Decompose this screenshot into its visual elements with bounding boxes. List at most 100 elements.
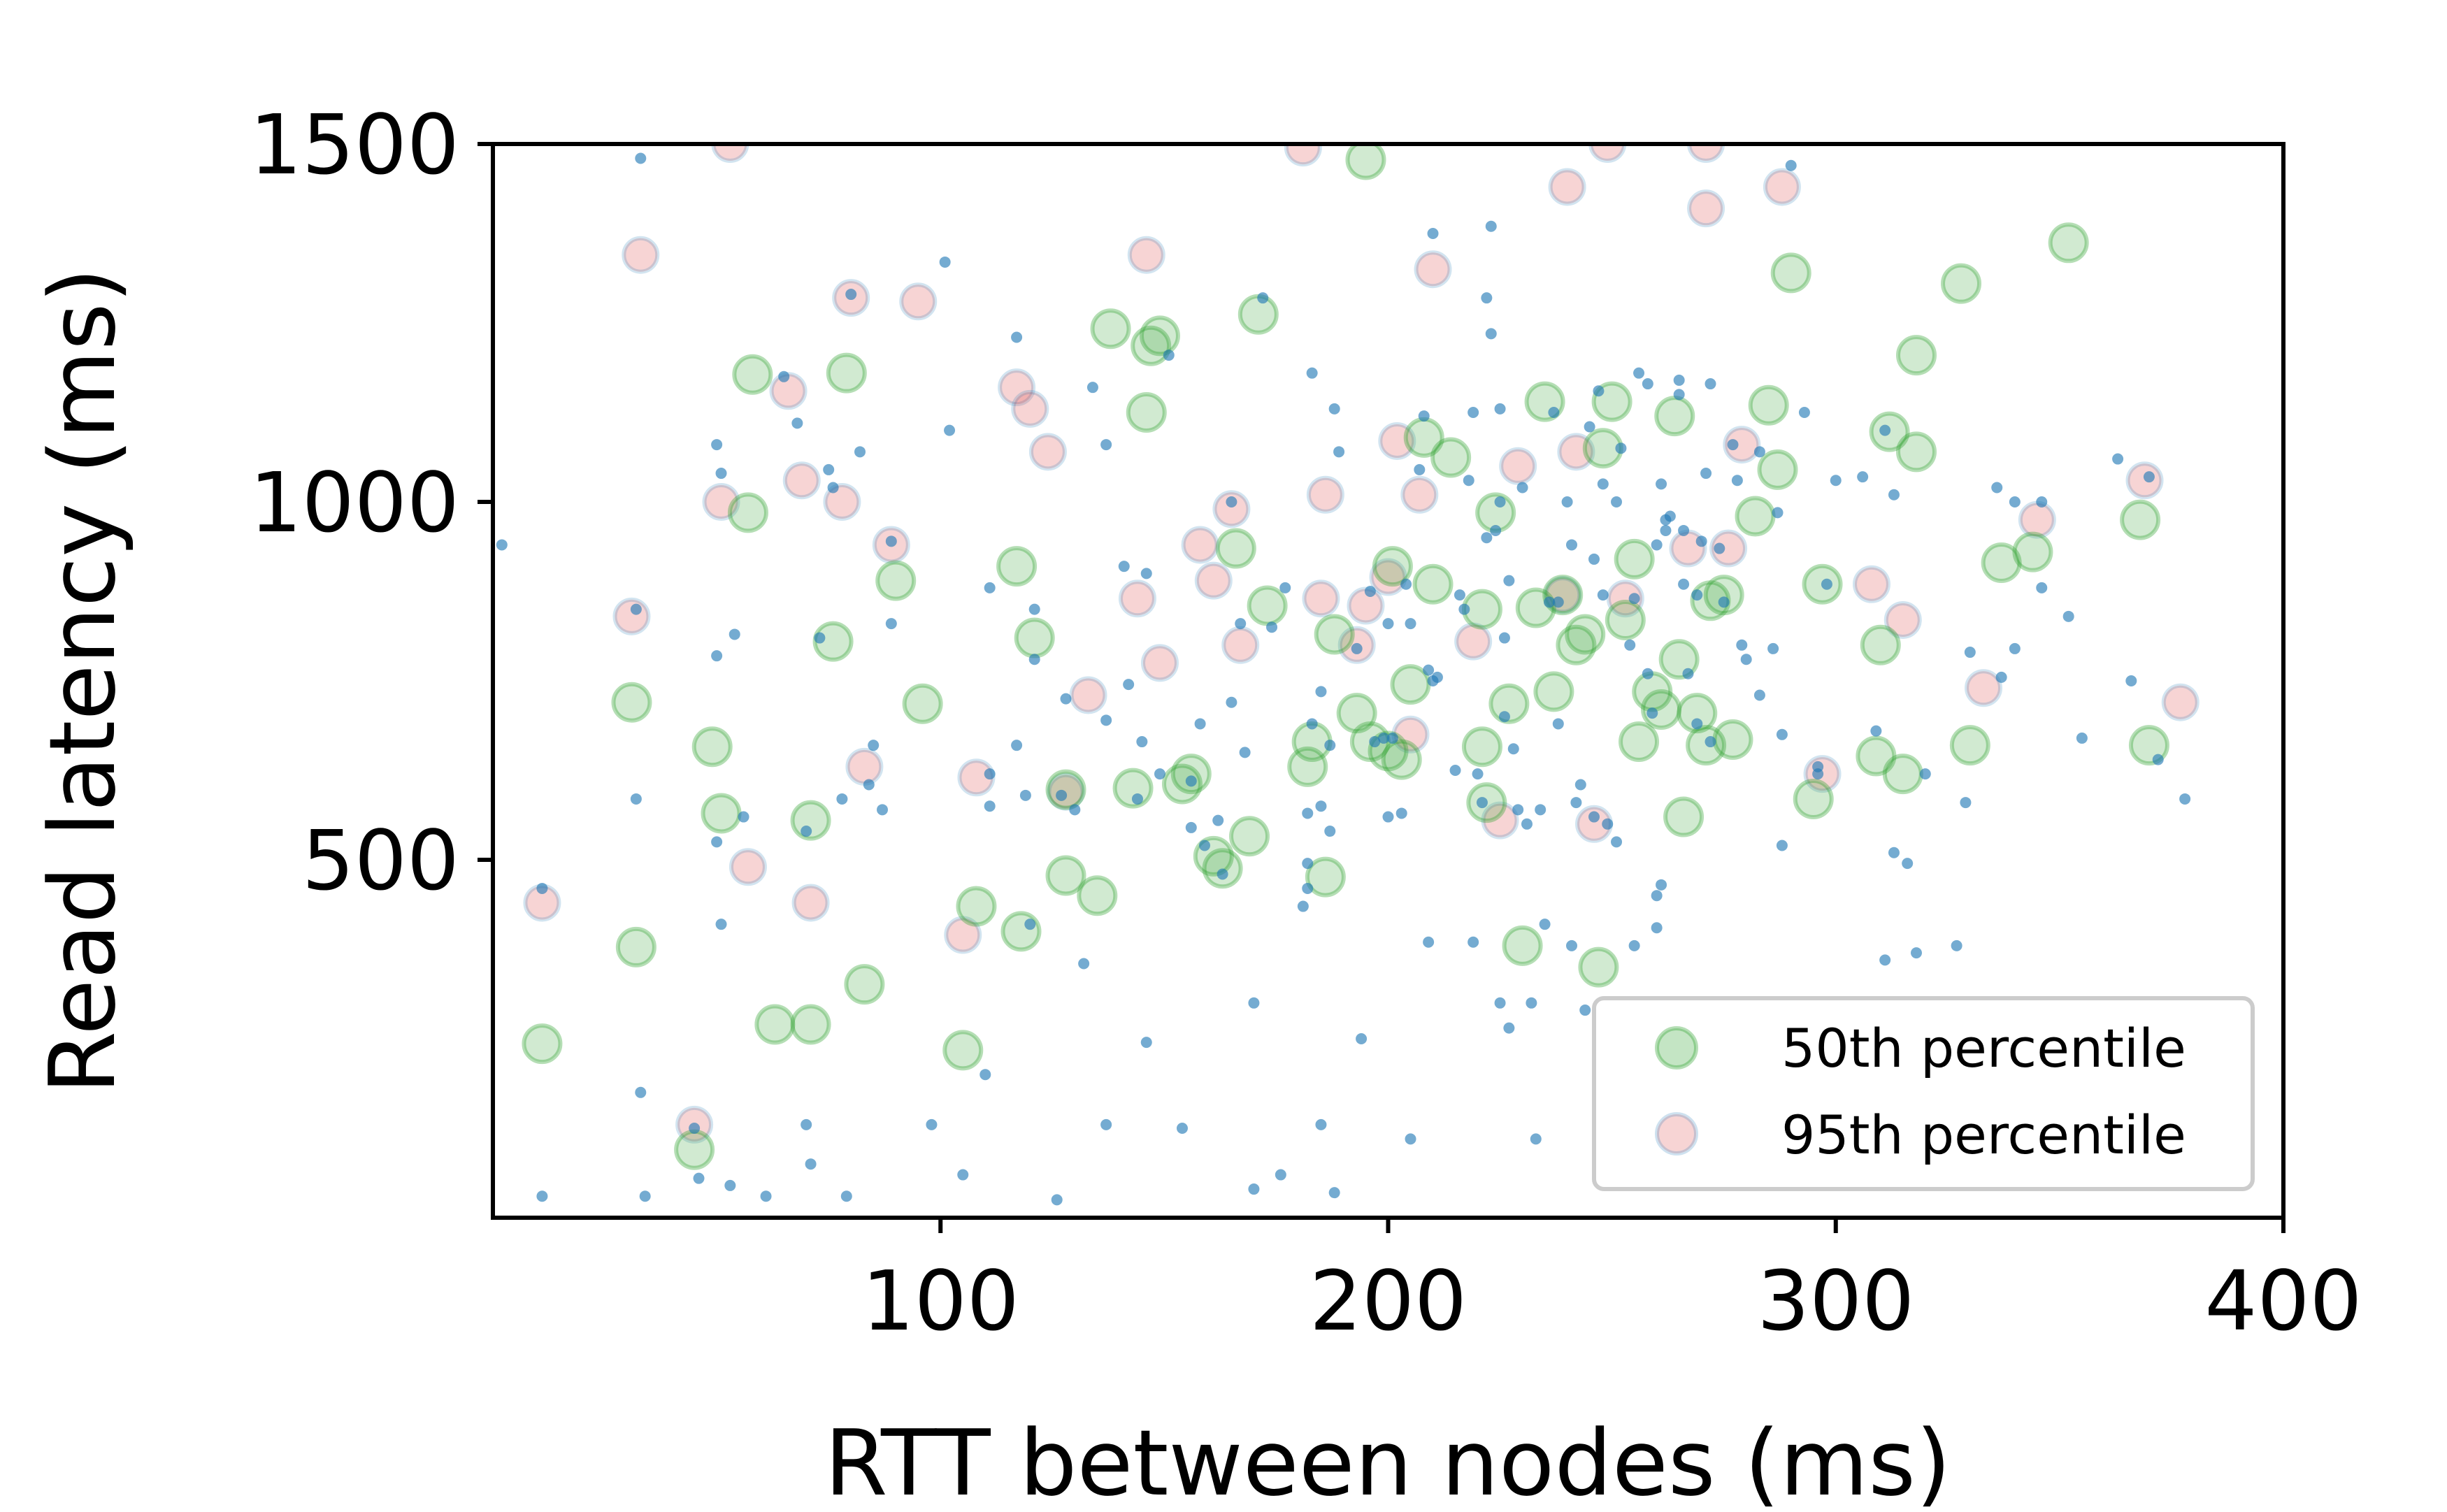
- point-sample-60: [1123, 679, 1135, 691]
- point-95th-27: [1212, 490, 1251, 528]
- point-50th-15: [902, 683, 943, 724]
- point-50th-56: [1502, 925, 1543, 966]
- point-95th-43: [1548, 168, 1586, 206]
- point-50th-71: [1654, 396, 1695, 437]
- point-sample-206: [1812, 768, 1824, 780]
- point-50th-39: [1305, 856, 1346, 898]
- point-sample-164: [1615, 442, 1627, 454]
- point-sample-166: [1628, 593, 1640, 605]
- point-50th-4: [691, 726, 733, 768]
- point-50th-17: [956, 886, 997, 927]
- point-sample-67: [1176, 1123, 1188, 1134]
- point-sample-27: [836, 793, 848, 805]
- point-95th-15: [944, 916, 982, 954]
- point-sample-127: [1485, 220, 1497, 232]
- point-95th-1: [612, 597, 651, 635]
- point-sample-185: [1691, 718, 1703, 730]
- point-sample-138: [1512, 804, 1524, 816]
- point-sample-201: [1776, 840, 1788, 851]
- point-sample-230: [2125, 675, 2137, 686]
- point-sample-150: [1566, 539, 1578, 551]
- point-sample-77: [1239, 747, 1251, 758]
- point-sample-162: [1611, 496, 1623, 507]
- legend-label-95th: 95th percentile: [1781, 1104, 2186, 1166]
- point-sample-9: [693, 1172, 705, 1184]
- point-sample-203: [1785, 159, 1797, 171]
- point-sample-1: [536, 882, 548, 894]
- point-sample-172: [1651, 539, 1663, 551]
- point-95th-60: [2161, 683, 2200, 721]
- point-50th-89: [1895, 431, 1937, 473]
- point-sample-223: [2009, 496, 2021, 507]
- point-sample-153: [1574, 779, 1586, 791]
- point-sample-40: [979, 1069, 991, 1081]
- point-50th-50: [1430, 437, 1472, 478]
- point-50th-96: [2120, 499, 2161, 540]
- point-95th-51: [1709, 529, 1748, 568]
- point-sample-106: [1395, 807, 1407, 819]
- point-sample-7: [639, 1190, 651, 1202]
- point-sample-209: [1857, 471, 1869, 483]
- legend-label-50th: 50th percentile: [1781, 1017, 2186, 1079]
- point-50th-33: [1215, 528, 1256, 569]
- point-50th-63: [1578, 946, 1619, 988]
- point-95th-17: [998, 368, 1036, 407]
- point-sample-224: [2009, 642, 2021, 654]
- point-50th-80: [1748, 384, 1789, 426]
- point-sample-171: [1646, 707, 1658, 719]
- point-sample-17: [738, 811, 749, 823]
- point-sample-174: [1651, 922, 1663, 934]
- point-50th-28: [1139, 315, 1180, 357]
- point-sample-66: [1163, 350, 1175, 361]
- point-sample-156: [1588, 553, 1600, 565]
- point-sample-157: [1588, 811, 1600, 823]
- point-sample-36: [926, 1118, 938, 1130]
- point-95th-29: [1284, 144, 1322, 167]
- point-sample-198: [1753, 689, 1765, 701]
- point-sample-15: [724, 1179, 736, 1191]
- point-sample-29: [845, 289, 857, 301]
- point-sample-220: [1964, 647, 1976, 658]
- point-sample-80: [1257, 292, 1269, 304]
- point-50th-24: [1090, 308, 1131, 350]
- point-sample-68: [1185, 775, 1197, 787]
- point-sample-54: [1078, 958, 1090, 970]
- point-50th-36: [1247, 585, 1288, 626]
- point-sample-148: [1552, 596, 1564, 608]
- point-sample-109: [1405, 1133, 1416, 1145]
- point-sample-49: [1028, 654, 1040, 665]
- point-sample-155: [1584, 421, 1595, 433]
- point-95th-44: [1557, 433, 1595, 471]
- point-sample-216: [1910, 947, 1922, 959]
- point-50th-91: [1941, 263, 1982, 304]
- point-50th-2: [615, 926, 656, 967]
- point-sample-187: [1695, 535, 1707, 547]
- point-sample-19: [778, 370, 790, 382]
- point-sample-119: [1458, 603, 1470, 615]
- point-sample-81: [1266, 621, 1278, 633]
- point-sample-116: [1431, 671, 1443, 683]
- point-sample-135: [1503, 1022, 1515, 1034]
- point-sample-222: [1995, 671, 2007, 683]
- point-sample-71: [1198, 840, 1210, 851]
- point-sample-200: [1772, 507, 1784, 519]
- point-50th-46: [1381, 739, 1422, 780]
- point-50th-22: [1045, 855, 1086, 896]
- point-50th-74: [1677, 693, 1718, 734]
- point-sample-31: [863, 779, 875, 791]
- point-sample-26: [827, 482, 839, 494]
- point-sample-202: [1776, 728, 1788, 740]
- point-sample-140: [1521, 818, 1533, 830]
- point-50th-10: [790, 1004, 831, 1045]
- point-sample-5: [635, 1086, 647, 1098]
- point-95th-58: [2018, 501, 2056, 539]
- point-50th-41: [1336, 693, 1377, 734]
- point-sample-165: [1624, 639, 1636, 651]
- point-sample-177: [1660, 524, 1672, 536]
- legend-marker-50th: [1655, 1026, 1698, 1070]
- point-sample-126: [1481, 532, 1493, 544]
- point-sample-121: [1468, 407, 1479, 418]
- point-sample-193: [1727, 439, 1739, 451]
- point-sample-102: [1378, 732, 1390, 744]
- point-sample-207: [1821, 578, 1832, 590]
